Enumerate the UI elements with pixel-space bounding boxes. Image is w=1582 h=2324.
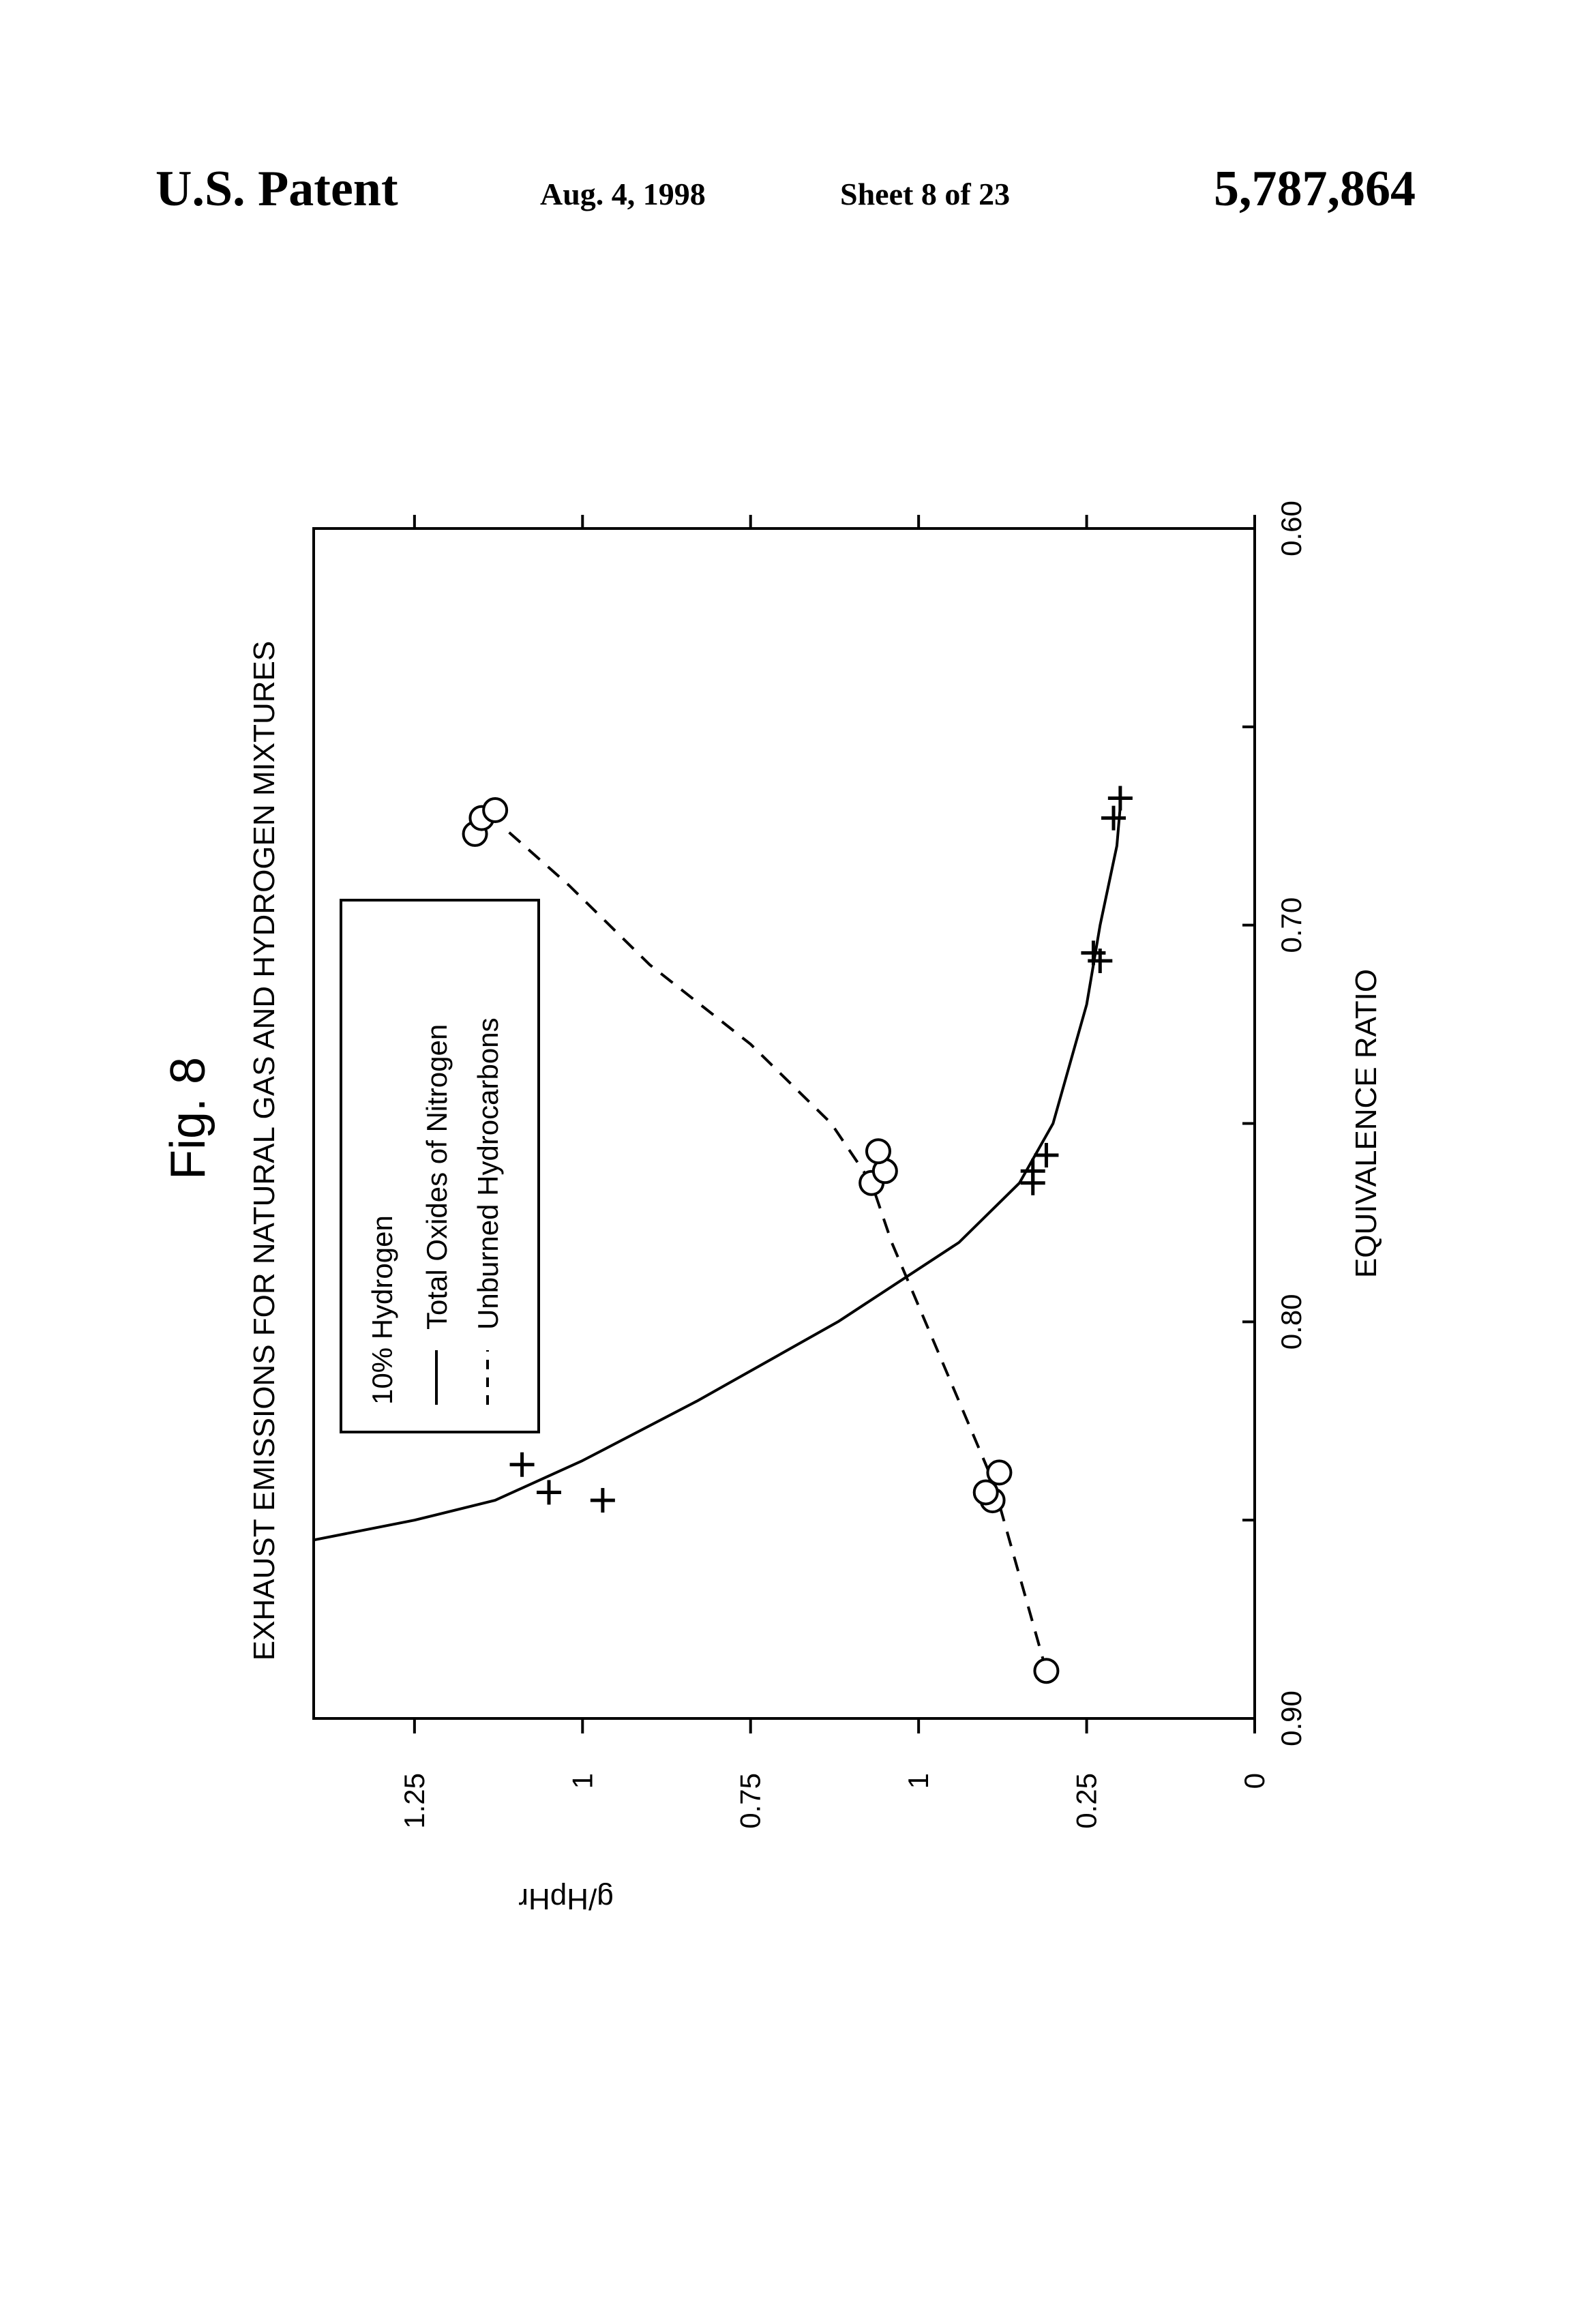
legend: 10% Hydrogen Total Oxides of Nitrogen Unbu… xyxy=(341,900,539,1432)
x-axis-label: EQUIVALENCE RATIO xyxy=(1349,969,1383,1278)
nox-data-point xyxy=(1034,1143,1058,1167)
hc-data-point xyxy=(483,799,507,822)
y-tick-label: 1 xyxy=(566,1773,598,1789)
nox-data-point xyxy=(1101,806,1126,831)
y-tick-label: 1 xyxy=(902,1773,934,1789)
nox-data-point xyxy=(1108,786,1133,811)
nox-data-point xyxy=(510,1452,535,1477)
hc-data-point xyxy=(987,1461,1011,1484)
y-tick-label: 0.25 xyxy=(1071,1773,1103,1829)
chart-title: EXHAUST EMISSIONS FOR NATURAL GAS AND HY… xyxy=(248,641,281,1660)
data-points xyxy=(464,786,1133,1683)
x-tick-label: 0.60 xyxy=(1275,501,1307,556)
nox-data-point xyxy=(1021,1159,1045,1183)
legend-title: 10% Hydrogen xyxy=(366,1215,398,1405)
x-tick-label: 0.70 xyxy=(1275,897,1307,953)
fit-line-hc xyxy=(502,826,1046,1671)
figure-label: Fig. 8 xyxy=(161,1057,215,1180)
x-tick-label: 0.90 xyxy=(1275,1690,1307,1746)
axis-ticks xyxy=(415,515,1255,1733)
x-tick-label: 0.80 xyxy=(1275,1294,1307,1350)
hc-data-point xyxy=(867,1139,890,1163)
legend-entry: Unburned Hydrocarbons xyxy=(472,1017,504,1330)
legend-entry: Total Oxides of Nitrogen xyxy=(421,1024,453,1330)
y-tick-label: 1.25 xyxy=(398,1773,430,1829)
y-axis-label: g/HpHr xyxy=(518,1882,613,1916)
y-tick-label: 0.75 xyxy=(734,1773,766,1829)
nox-data-point xyxy=(537,1480,561,1504)
y-tick-label: 0 xyxy=(1238,1773,1270,1789)
nox-data-point xyxy=(591,1488,615,1513)
hc-data-point xyxy=(1034,1659,1058,1682)
